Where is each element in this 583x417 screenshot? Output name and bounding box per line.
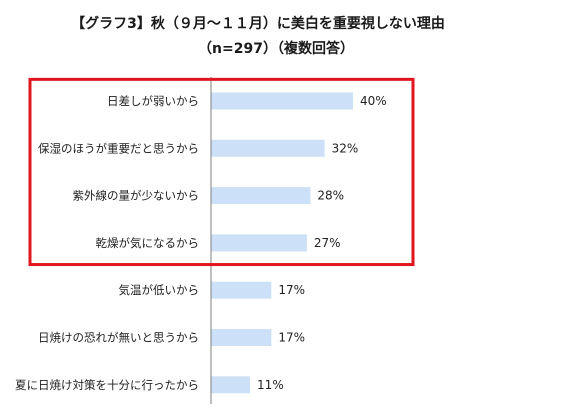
value-label: 17% [278,331,305,345]
category-label: 乾燥が気になるから [96,236,200,250]
chart-title-line-1: 【グラフ3】秋（９月～１１月）に美白を重要視しない理由 [71,15,445,32]
value-label: 27% [314,236,341,250]
category-label: 夏に日焼け対策を十分に行ったから [15,378,199,392]
bar [211,139,325,157]
chart-title-line-2: （n=297）（複数回答） [198,40,354,57]
category-label: 日焼けの恐れが無いと思うから [38,331,199,345]
bar [211,234,307,252]
bar [211,281,272,299]
value-label: 32% [332,141,359,155]
value-label: 28% [317,189,344,203]
category-label: 紫外線の量が少ないから [73,189,200,203]
category-label: 気温が低いから [119,283,200,297]
bar [211,376,251,394]
highlight-frame [28,77,415,267]
bar [211,329,272,346]
value-label: 40% [360,94,387,108]
bars-group: 日差しが弱いから 40% 保湿のほうが重要だと思うから 32% 紫外線の量が少ないから 2… [15,92,387,394]
value-label: 17% [278,283,305,297]
category-label: 日差しが弱いから [107,94,199,108]
bar [211,92,353,110]
category-label: 保湿のほうが重要だと思うから [38,141,199,155]
bar [211,187,311,205]
value-label: 11% [257,378,284,392]
